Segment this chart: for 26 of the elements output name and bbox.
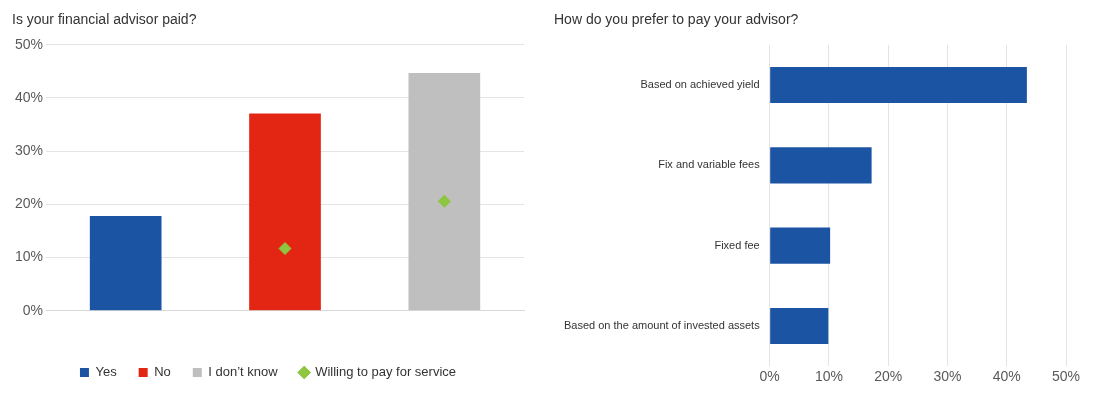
y-tick-label: 40% bbox=[14, 88, 44, 105]
y-tick-label: 30% bbox=[14, 142, 44, 159]
y-tick-label: Based on achieved yield bbox=[640, 78, 760, 91]
y-tick-label: 20% bbox=[14, 195, 44, 212]
legend-label: No bbox=[154, 364, 171, 380]
legend-label: Willing to pay for service bbox=[315, 364, 457, 380]
y-tick-label: 10% bbox=[14, 248, 44, 265]
x-tick-label: 40% bbox=[992, 368, 1021, 385]
chart-title: Is your financial advisor paid? bbox=[12, 11, 197, 28]
x-tick-label: 30% bbox=[933, 368, 962, 385]
legend-label: Yes bbox=[95, 364, 118, 380]
x-tick-label: 20% bbox=[874, 368, 903, 385]
y-tick-label: Fix and variable fees bbox=[658, 158, 761, 171]
legend-label: I don’t know bbox=[208, 364, 279, 380]
bar bbox=[770, 307, 829, 345]
y-tick-label: Based on the amount of invested assets bbox=[563, 319, 761, 332]
x-tick-label: 50% bbox=[1051, 368, 1081, 385]
bar bbox=[770, 66, 1027, 104]
y-tick-label: 0% bbox=[22, 301, 44, 318]
x-tick-label: 10% bbox=[814, 368, 843, 385]
chart-title: How do you prefer to pay your advisor? bbox=[554, 11, 799, 28]
bar bbox=[770, 147, 872, 184]
bar bbox=[770, 227, 831, 264]
y-tick-label: Fixed fee bbox=[714, 238, 760, 251]
x-tick-label: 0% bbox=[759, 368, 780, 385]
y-tick-label: 50% bbox=[14, 35, 44, 52]
